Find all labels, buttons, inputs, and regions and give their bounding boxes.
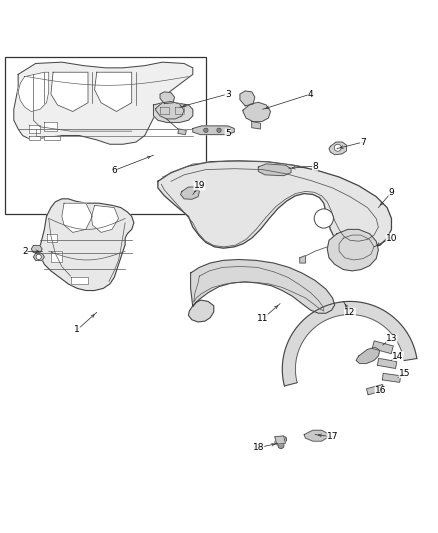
Text: 18: 18 [253, 443, 264, 452]
Circle shape [334, 144, 341, 151]
Polygon shape [382, 374, 401, 382]
Polygon shape [71, 277, 88, 284]
Polygon shape [356, 348, 380, 364]
Polygon shape [188, 260, 335, 322]
Polygon shape [62, 203, 92, 232]
Polygon shape [304, 430, 327, 441]
Polygon shape [243, 102, 271, 122]
Polygon shape [283, 302, 417, 386]
Polygon shape [300, 256, 305, 263]
Polygon shape [51, 251, 62, 262]
Circle shape [281, 437, 287, 442]
Polygon shape [155, 101, 184, 119]
Text: 7: 7 [360, 138, 366, 147]
Polygon shape [40, 199, 134, 290]
Polygon shape [44, 135, 60, 140]
Polygon shape [95, 72, 132, 111]
Polygon shape [175, 107, 184, 114]
Polygon shape [329, 142, 346, 155]
Polygon shape [46, 234, 57, 243]
Circle shape [36, 254, 41, 260]
Polygon shape [44, 123, 57, 131]
Bar [5, 57, 206, 214]
Polygon shape [158, 161, 392, 251]
Polygon shape [367, 384, 384, 395]
Polygon shape [92, 205, 119, 232]
Text: 15: 15 [399, 369, 410, 378]
Polygon shape [14, 62, 193, 144]
Polygon shape [29, 125, 40, 133]
Polygon shape [160, 107, 169, 114]
Text: 5: 5 [225, 129, 231, 138]
Text: 6: 6 [111, 166, 117, 175]
Text: 11: 11 [257, 314, 268, 324]
Polygon shape [160, 92, 174, 103]
Text: 19: 19 [194, 181, 205, 190]
Circle shape [204, 128, 208, 133]
Polygon shape [193, 126, 234, 135]
Polygon shape [29, 135, 40, 140]
Circle shape [217, 128, 221, 133]
Polygon shape [153, 103, 193, 123]
Text: 10: 10 [386, 233, 397, 243]
Circle shape [314, 209, 333, 228]
Text: 4: 4 [308, 90, 314, 99]
Polygon shape [252, 122, 261, 129]
Circle shape [275, 439, 281, 445]
Polygon shape [258, 164, 291, 176]
Polygon shape [378, 358, 397, 368]
Text: 16: 16 [375, 386, 386, 395]
Polygon shape [18, 72, 49, 111]
Polygon shape [178, 129, 186, 135]
Polygon shape [31, 246, 42, 253]
Polygon shape [275, 436, 286, 444]
Polygon shape [33, 253, 44, 261]
Text: 14: 14 [392, 351, 404, 360]
Polygon shape [180, 187, 199, 199]
Text: 2: 2 [22, 247, 28, 256]
Text: 1: 1 [74, 325, 80, 334]
Polygon shape [240, 91, 255, 106]
Text: 17: 17 [327, 432, 338, 441]
Polygon shape [327, 229, 378, 271]
Text: 3: 3 [225, 90, 231, 99]
Text: 9: 9 [389, 188, 394, 197]
Circle shape [278, 442, 284, 449]
Polygon shape [372, 341, 393, 353]
Text: 12: 12 [344, 308, 356, 317]
Polygon shape [51, 72, 88, 111]
Text: 13: 13 [386, 334, 397, 343]
Text: 8: 8 [312, 161, 318, 171]
